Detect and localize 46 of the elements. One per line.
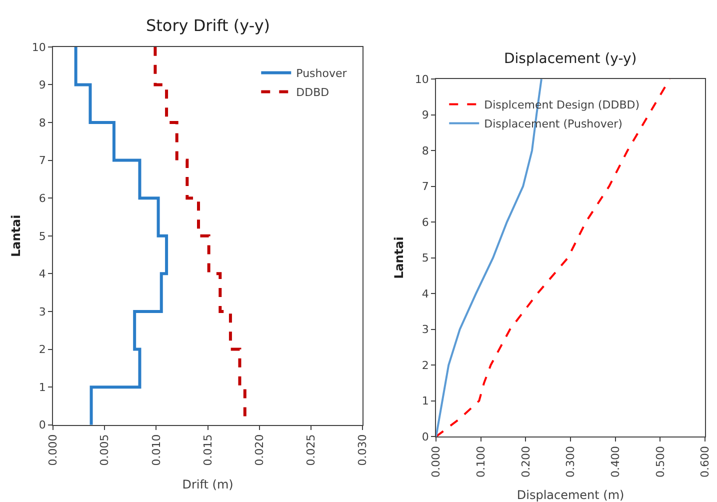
y-tick-label: 3 bbox=[38, 305, 46, 318]
chart-title: Displacement (y-y) bbox=[504, 51, 637, 67]
x-tick-label: 0.200 bbox=[519, 446, 532, 478]
y-tick-label: 1 bbox=[422, 394, 429, 408]
y-tick-label: 3 bbox=[422, 323, 429, 336]
y-tick-label: 4 bbox=[38, 268, 46, 281]
x-tick-label: 0.300 bbox=[564, 446, 578, 478]
x-tick-label: 0.100 bbox=[474, 446, 488, 478]
x-tick-label: 0.000 bbox=[46, 434, 60, 466]
y-tick-label: 9 bbox=[38, 78, 46, 92]
x-tick-label: 0.500 bbox=[654, 446, 667, 478]
y-tick-label: 8 bbox=[422, 144, 429, 158]
line-series bbox=[436, 79, 671, 437]
y-tick-label: 1 bbox=[38, 380, 46, 394]
x-axis-title: Displacement (m) bbox=[516, 488, 624, 502]
y-tick-label: 0 bbox=[38, 418, 46, 432]
y-tick-label: 10 bbox=[414, 72, 429, 86]
x-tick-label: 0.020 bbox=[252, 434, 266, 466]
y-tick-label: 2 bbox=[422, 358, 429, 372]
y-tick-label: 6 bbox=[38, 192, 46, 205]
x-tick-label: 0.015 bbox=[201, 434, 214, 466]
y-tick-label: 7 bbox=[38, 154, 46, 168]
legend-label: DDBD bbox=[296, 86, 330, 100]
legend-label: Pushover bbox=[296, 67, 348, 80]
x-tick-label: 0.025 bbox=[304, 434, 318, 466]
y-tick-label: 2 bbox=[38, 343, 46, 356]
y-tick-label: 5 bbox=[422, 252, 429, 265]
y-axis-title: Lantai bbox=[9, 214, 24, 258]
y-tick-label: 6 bbox=[422, 216, 429, 229]
chart-title: Story Drift (y-y) bbox=[146, 16, 270, 35]
y-tick-label: 7 bbox=[422, 180, 429, 194]
y-tick-label: 5 bbox=[38, 230, 46, 243]
line-series bbox=[74, 46, 168, 425]
y-tick-label: 9 bbox=[422, 108, 429, 122]
y-tick-label: 8 bbox=[38, 116, 46, 130]
x-tick-label: 0.005 bbox=[98, 434, 112, 466]
y-tick-label: 4 bbox=[422, 287, 429, 300]
x-tick-label: 0.400 bbox=[608, 446, 622, 478]
x-tick-label: 0.010 bbox=[150, 434, 163, 466]
x-tick-label: 0.000 bbox=[430, 446, 443, 478]
y-tick-label: 10 bbox=[32, 40, 46, 54]
x-axis-title: Drift (m) bbox=[182, 478, 234, 492]
x-tick-label: 0.600 bbox=[698, 446, 712, 478]
y-axis-title: Lantai bbox=[392, 236, 406, 279]
y-tick-label: 0 bbox=[422, 430, 429, 444]
x-tick-label: 0.030 bbox=[356, 434, 369, 466]
